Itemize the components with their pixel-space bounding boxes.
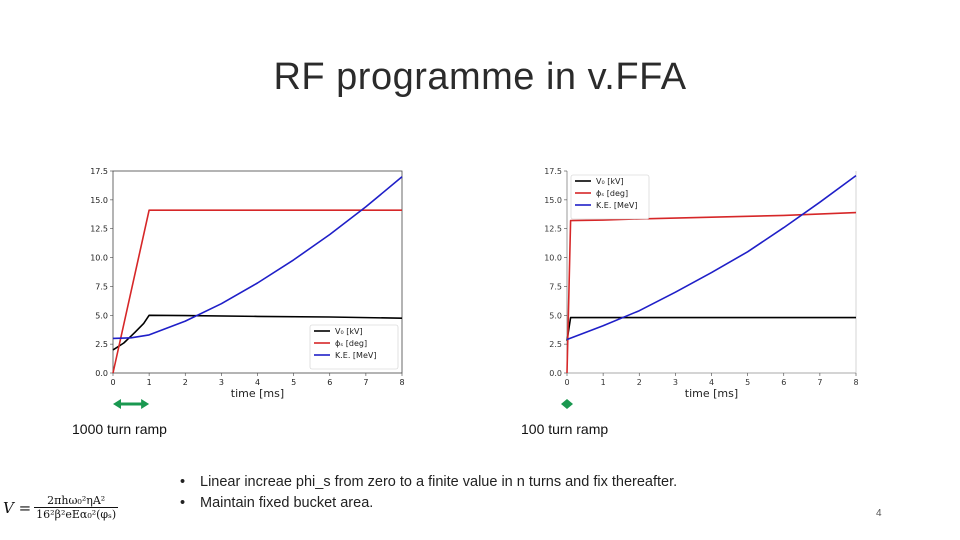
chart-1000-turn-ramp: 0.0 2.5 5.0 7.5 10.0 12.5 15.0 17.5 0 1 2 3 4 5 6 7 8 tim… [70, 160, 415, 422]
x-tick-label: 7 [817, 378, 822, 387]
chart-100-turn-ramp: 0.0 2.5 5.0 7.5 10.0 12.5 15.0 17.5 0 1 2 3 4 5 6 7 8 tim… [530, 160, 870, 422]
y-tick-label: 10.0 [90, 254, 108, 263]
y-tick-label: 7.5 [95, 282, 108, 291]
y-tick-label: 12.5 [90, 225, 108, 234]
ramp-arrow-head-right [141, 399, 149, 409]
y-tick-label: 2.5 [95, 340, 108, 349]
series-line-kemev [113, 177, 402, 339]
x-tick-label: 6 [327, 378, 332, 387]
y-tick-label: 0.0 [549, 369, 562, 378]
y-tick-label: 2.5 [549, 340, 562, 349]
ramp-arrow-short [561, 399, 573, 409]
bullet-text: Maintain fixed bucket area. [200, 495, 373, 511]
bullet-item: • Maintain fixed bucket area. [180, 493, 677, 514]
y-tick-label: 12.5 [544, 225, 562, 234]
x-tick-label: 8 [399, 378, 404, 387]
series-line-vkv [567, 318, 856, 341]
bucket-voltage-formula: V = 2πhω₀²ηA² 16²β²eEα₀²(φₛ) [2, 494, 118, 521]
y-tick-label: 15.0 [90, 196, 108, 205]
y-tick-label: 10.0 [544, 254, 562, 263]
y-tick-label: 17.5 [544, 167, 562, 176]
legend-label: ϕₛ [deg] [596, 189, 628, 198]
x-tick-label: 4 [709, 378, 714, 387]
legend-label: K.E. [MeV] [335, 351, 376, 360]
caption-1000-turn-ramp: 1000 turn ramp [72, 421, 167, 437]
legend-label: ϕₛ [deg] [335, 339, 367, 348]
x-axis-label: time [ms] [685, 387, 738, 400]
y-tick-label: 0.0 [95, 369, 108, 378]
x-tick-label: 1 [601, 378, 606, 387]
page-number: 4 [876, 508, 882, 519]
x-tick-label: 5 [291, 378, 296, 387]
x-tick-label: 7 [363, 378, 368, 387]
x-tick-label: 0 [110, 378, 115, 387]
bullet-item: • Linear increae phi_s from zero to a fin… [180, 472, 677, 493]
y-tick-label: 15.0 [544, 196, 562, 205]
y-tick-label: 5.0 [95, 311, 108, 320]
bullet-list: • Linear increae phi_s from zero to a fin… [180, 472, 677, 514]
legend-label: V₀ [kV] [335, 327, 363, 336]
ramp-arrow-head-left [113, 399, 121, 409]
formula-numerator: 2πhω₀²ηA² [34, 494, 118, 508]
x-tick-label: 0 [564, 378, 569, 387]
x-tick-label: 8 [853, 378, 858, 387]
formula-lhs: V = [2, 494, 34, 521]
x-tick-label: 3 [673, 378, 678, 387]
x-tick-label: 2 [637, 378, 642, 387]
series-line-deg [567, 213, 856, 373]
caption-100-turn-ramp: 100 turn ramp [521, 421, 608, 437]
legend-label: K.E. [MeV] [596, 201, 637, 210]
x-tick-label: 4 [255, 378, 260, 387]
bullet-glyph: • [180, 493, 200, 514]
y-tick-label: 5.0 [549, 311, 562, 320]
legend-label: V₀ [kV] [596, 177, 624, 186]
bullet-glyph: • [180, 472, 200, 493]
x-tick-label: 1 [147, 378, 152, 387]
bullet-text: Linear increae phi_s from zero to a fini… [200, 474, 677, 490]
x-tick-label: 6 [781, 378, 786, 387]
y-tick-label: 17.5 [90, 167, 108, 176]
slide-title: RF programme in v.FFA [0, 56, 960, 99]
formula-denominator: 16²β²eEα₀²(φₛ) [34, 508, 118, 522]
x-tick-label: 3 [219, 378, 224, 387]
y-tick-label: 7.5 [549, 282, 562, 291]
x-tick-label: 5 [745, 378, 750, 387]
x-axis-label: time [ms] [231, 387, 284, 400]
x-tick-label: 2 [183, 378, 188, 387]
